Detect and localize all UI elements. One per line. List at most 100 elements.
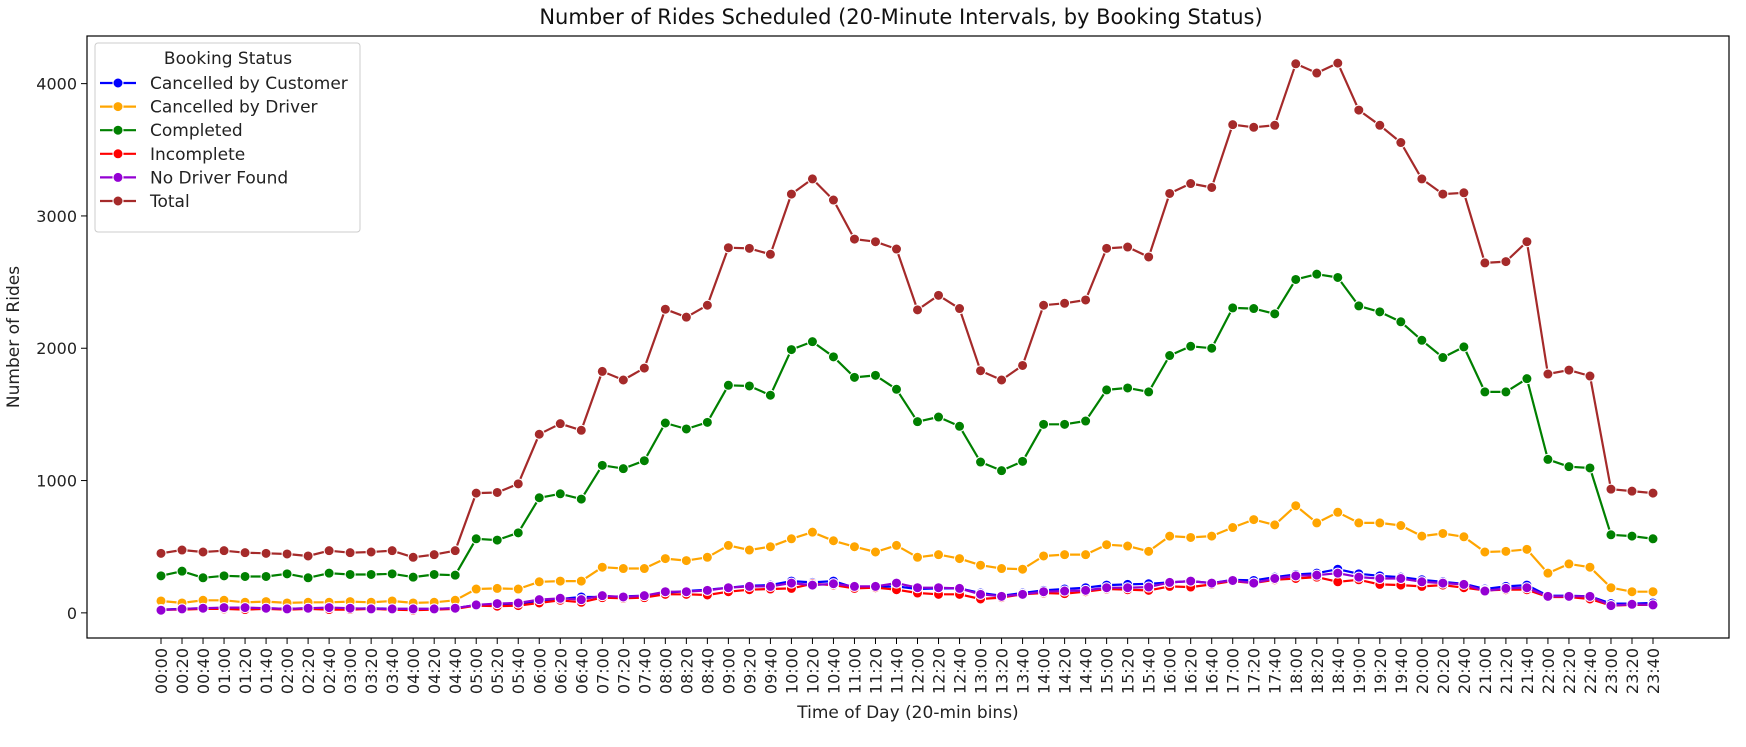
data-point-no-driver-found	[323, 602, 335, 614]
data-point-total	[722, 242, 734, 254]
data-point-completed	[1227, 302, 1239, 314]
data-point-total	[533, 428, 545, 440]
data-point-cancelled-by-driver	[596, 561, 608, 573]
data-point-completed	[1311, 268, 1323, 280]
x-tick-label: 06:20	[551, 648, 570, 694]
data-point-no-driver-found	[1542, 590, 1554, 602]
data-point-cancelled-by-driver	[1395, 520, 1407, 532]
data-point-cancelled-by-driver	[1374, 517, 1386, 529]
data-point-cancelled-by-driver	[1584, 561, 1596, 573]
data-point-completed	[1332, 271, 1344, 283]
data-point-cancelled-by-driver	[1626, 586, 1638, 598]
data-point-no-driver-found	[1563, 590, 1575, 602]
data-point-completed	[659, 417, 671, 429]
data-point-total	[933, 289, 945, 301]
data-point-total	[638, 362, 650, 374]
x-tick-label: 02:40	[320, 648, 339, 694]
data-point-no-driver-found	[1416, 576, 1428, 588]
x-tick-label: 03:20	[362, 648, 381, 694]
data-point-cancelled-by-driver	[1353, 517, 1365, 529]
data-point-completed	[470, 533, 482, 545]
data-point-total	[1080, 294, 1092, 306]
x-tick-label: 02:20	[299, 648, 318, 694]
data-point-cancelled-by-driver	[996, 563, 1008, 575]
data-point-total	[1038, 299, 1050, 311]
data-point-no-driver-found	[239, 602, 251, 614]
x-tick-label: 22:00	[1539, 648, 1558, 694]
data-point-completed	[1647, 533, 1659, 545]
data-point-completed	[386, 568, 398, 580]
data-point-cancelled-by-driver	[1143, 545, 1155, 557]
data-point-completed	[176, 565, 188, 577]
data-point-cancelled-by-driver	[890, 539, 902, 551]
x-tick-label: 03:00	[341, 648, 360, 694]
x-tick-label: 16:40	[1203, 648, 1222, 694]
x-tick-label: 08:40	[698, 648, 717, 694]
data-point-completed	[764, 389, 776, 401]
data-point-completed	[1164, 350, 1176, 362]
data-point-no-driver-found	[491, 598, 503, 610]
data-point-completed	[344, 568, 356, 580]
x-tick-label: 13:40	[1014, 648, 1033, 694]
data-point-cancelled-by-driver	[806, 526, 818, 538]
data-point-no-driver-found	[533, 594, 545, 606]
x-tick-label: 16:20	[1182, 648, 1201, 694]
data-point-no-driver-found	[680, 586, 692, 598]
data-point-completed	[1248, 303, 1260, 315]
data-point-completed	[806, 336, 818, 348]
x-tick-label: 20:00	[1413, 648, 1432, 694]
data-point-completed	[954, 420, 966, 432]
data-point-no-driver-found	[197, 602, 209, 614]
x-tick-label: 05:40	[509, 648, 528, 694]
data-point-completed	[1584, 462, 1596, 474]
data-point-total	[197, 546, 209, 558]
data-point-total	[596, 365, 608, 377]
data-point-completed	[1185, 340, 1197, 352]
data-point-no-driver-found	[1458, 578, 1470, 590]
data-point-no-driver-found	[1584, 590, 1596, 602]
data-point-total	[1353, 104, 1365, 116]
data-point-completed	[1122, 382, 1134, 394]
x-tick-label: 17:20	[1245, 648, 1264, 694]
data-point-no-driver-found	[596, 590, 608, 602]
data-point-total	[1500, 256, 1512, 268]
data-point-completed	[743, 380, 755, 392]
data-point-no-driver-found	[1500, 582, 1512, 594]
x-tick-label: 10:20	[803, 648, 822, 694]
data-point-completed	[996, 465, 1008, 477]
data-point-completed	[533, 492, 545, 504]
data-point-total	[743, 242, 755, 254]
data-point-no-driver-found	[1143, 581, 1155, 593]
data-point-total	[1437, 188, 1449, 200]
data-point-completed	[596, 459, 608, 471]
data-point-cancelled-by-driver	[1206, 530, 1218, 542]
data-point-cancelled-by-driver	[1227, 522, 1239, 534]
x-tick-label: 15:20	[1119, 648, 1138, 694]
data-point-no-driver-found	[1017, 588, 1029, 600]
data-point-no-driver-found	[428, 603, 440, 615]
x-tick-label: 11:20	[866, 648, 885, 694]
data-point-no-driver-found	[1185, 575, 1197, 587]
x-tick-label: 13:20	[993, 648, 1012, 694]
data-point-cancelled-by-driver	[1185, 531, 1197, 543]
data-point-cancelled-by-driver	[1563, 558, 1575, 570]
data-point-completed	[1521, 373, 1533, 385]
data-point-completed	[785, 344, 797, 356]
legend-label-cancelled-by-driver: Cancelled by Driver	[150, 98, 318, 118]
data-point-cancelled-by-driver	[722, 539, 734, 551]
x-tick-label: 16:00	[1161, 648, 1180, 694]
data-point-cancelled-by-driver	[1332, 506, 1344, 518]
data-point-cancelled-by-driver	[764, 541, 776, 553]
data-point-no-driver-found	[1605, 600, 1617, 612]
data-point-no-driver-found	[470, 599, 482, 611]
data-point-no-driver-found	[281, 603, 293, 615]
data-point-cancelled-by-driver	[1521, 543, 1533, 555]
legend-marker-cancelled-by-customer	[112, 77, 124, 89]
data-point-completed	[1563, 461, 1575, 473]
data-point-no-driver-found	[1269, 572, 1281, 584]
data-point-completed	[869, 369, 881, 381]
data-point-no-driver-found	[912, 582, 924, 594]
data-point-completed	[155, 570, 167, 582]
data-point-total	[1269, 119, 1281, 131]
data-point-total	[785, 188, 797, 200]
